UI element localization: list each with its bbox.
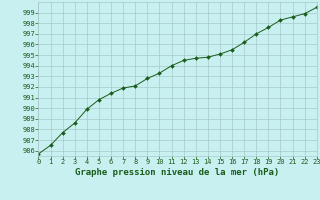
X-axis label: Graphe pression niveau de la mer (hPa): Graphe pression niveau de la mer (hPa) (76, 168, 280, 177)
